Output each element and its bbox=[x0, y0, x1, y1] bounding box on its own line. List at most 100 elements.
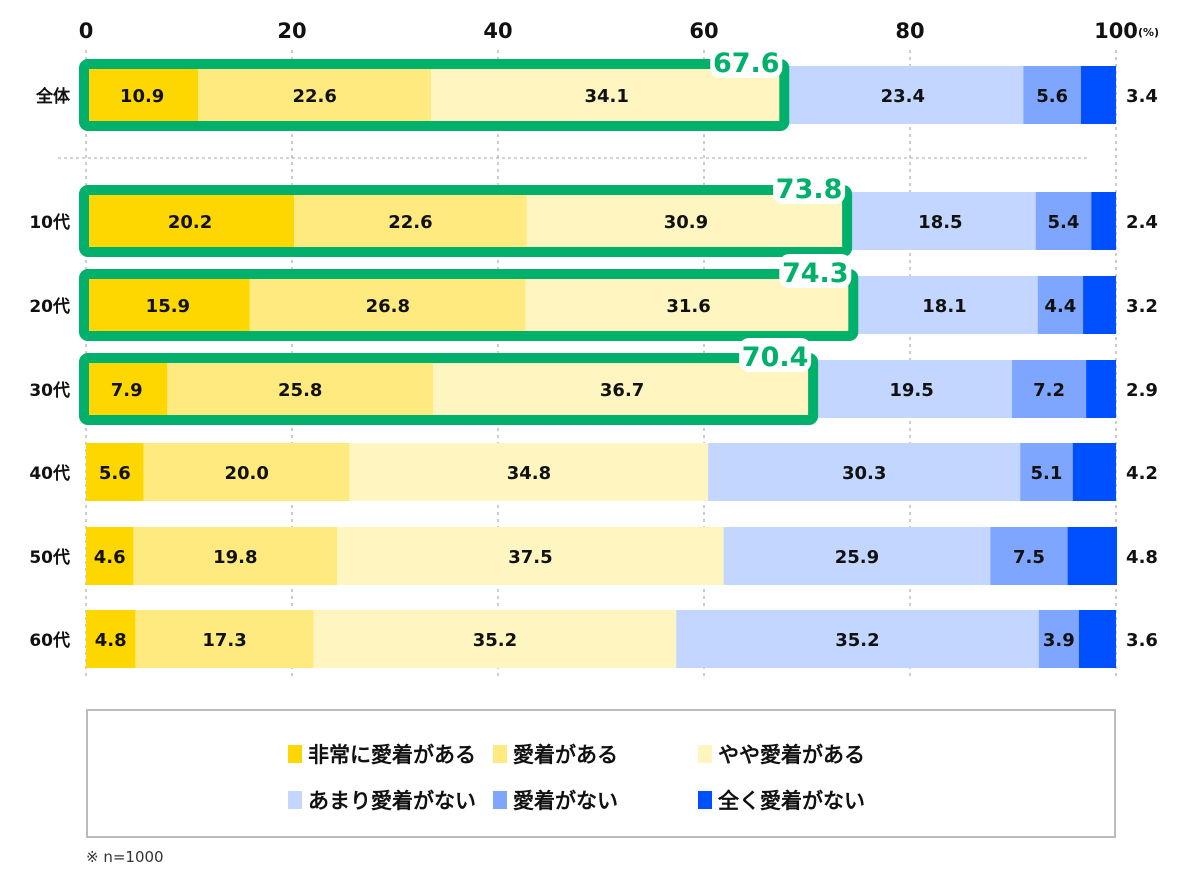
bar-segment bbox=[1091, 192, 1116, 250]
bar-segment bbox=[1023, 66, 1081, 124]
highlight-frame bbox=[79, 269, 859, 341]
data-label: 3.6 bbox=[1126, 630, 1158, 651]
data-label: 25.9 bbox=[835, 547, 879, 568]
data-label: 7.5 bbox=[1013, 547, 1045, 568]
bar-segment bbox=[133, 527, 338, 585]
bar-segment bbox=[294, 192, 527, 250]
bar-segment bbox=[167, 360, 434, 418]
bar-segment bbox=[86, 192, 295, 250]
data-label: 34.1 bbox=[584, 86, 628, 107]
data-label: 18.1 bbox=[922, 296, 966, 317]
data-label: 4.6 bbox=[94, 547, 126, 568]
category-label: 全体 bbox=[35, 86, 71, 107]
highlight-label-bg bbox=[710, 44, 783, 78]
category-label: 40代 bbox=[29, 463, 70, 484]
legend-item: 非常に愛着がある bbox=[288, 739, 493, 769]
data-label: 23.4 bbox=[881, 86, 925, 107]
bar-segment bbox=[723, 527, 991, 585]
bar-segment bbox=[135, 610, 314, 668]
data-label: 7.2 bbox=[1033, 380, 1065, 401]
data-label: 3.4 bbox=[1126, 86, 1158, 107]
highlight-frame bbox=[79, 59, 790, 131]
highlight-label-bg bbox=[773, 170, 846, 204]
legend-item: やや愛着がある bbox=[698, 739, 903, 769]
bar-segment bbox=[676, 610, 1039, 668]
bar-segment bbox=[845, 192, 1036, 250]
bar-segment bbox=[782, 66, 1024, 124]
data-label: 5.6 bbox=[1036, 86, 1068, 107]
stacked-bar-chart: 0 20 40 60 80 100 (%) 全体 10.9 22.6 34.1 23.4 5.6 3.4 6… bbox=[29, 19, 1159, 680]
bar-segment bbox=[811, 360, 1012, 418]
bar-segment bbox=[249, 276, 526, 334]
legend-row: 非常に愛着がある 愛着がある やや愛着がある bbox=[288, 739, 903, 769]
bar-segment bbox=[86, 527, 134, 585]
bar-segment bbox=[1011, 360, 1087, 418]
data-label: 30.3 bbox=[842, 463, 886, 484]
highlight-frame bbox=[79, 185, 853, 257]
legend-label: 愛着がある bbox=[513, 743, 618, 767]
data-label: 17.3 bbox=[202, 630, 246, 651]
legend-label: やや愛着がある bbox=[718, 743, 865, 767]
bar-segment bbox=[337, 527, 724, 585]
category-label: 10代 bbox=[29, 212, 70, 233]
data-label: 30.9 bbox=[664, 212, 708, 233]
data-label: 5.1 bbox=[1031, 463, 1063, 484]
x-tick-label: 60 bbox=[689, 19, 718, 43]
bar-segment bbox=[1038, 610, 1079, 668]
legend-label: 愛着がない bbox=[513, 789, 618, 813]
category-label: 60代 bbox=[29, 630, 70, 651]
bar-segment bbox=[86, 360, 168, 418]
data-label: 19.5 bbox=[889, 380, 933, 401]
bar-segment bbox=[86, 443, 144, 501]
data-label: 3.2 bbox=[1126, 296, 1158, 317]
legend-row: あまり愛着がない 愛着がない 全く愛着がない bbox=[288, 785, 903, 815]
bar-segment bbox=[851, 276, 1038, 334]
highlight-label-bg bbox=[779, 254, 852, 288]
bar-segment bbox=[143, 443, 350, 501]
bar-segment bbox=[313, 610, 677, 668]
legend-label: 非常に愛着がある bbox=[308, 743, 476, 767]
x-tick-label: 80 bbox=[895, 19, 924, 43]
data-label: 37.5 bbox=[508, 547, 552, 568]
data-label: 35.2 bbox=[473, 630, 517, 651]
legend-swatch bbox=[288, 745, 302, 763]
highlight-total-label: 70.4 bbox=[742, 342, 809, 373]
bar-segment bbox=[1078, 610, 1116, 668]
data-label: 4.2 bbox=[1126, 463, 1158, 484]
data-label: 26.8 bbox=[366, 296, 410, 317]
data-label: 34.8 bbox=[507, 463, 551, 484]
highlight-label-bg bbox=[739, 338, 812, 372]
data-label: 31.6 bbox=[666, 296, 710, 317]
data-label: 5.6 bbox=[99, 463, 131, 484]
data-label: 4.8 bbox=[95, 630, 127, 651]
legend: 非常に愛着がある 愛着がある やや愛着がある あまり愛着がない 愛着がない 全く愛着がな… bbox=[86, 709, 1116, 838]
x-tick-label: 40 bbox=[483, 19, 512, 43]
category-label: 50代 bbox=[29, 547, 70, 568]
legend-swatch bbox=[288, 791, 302, 809]
legend-swatch bbox=[698, 791, 712, 809]
legend-swatch bbox=[698, 745, 712, 763]
data-label: 15.9 bbox=[146, 296, 190, 317]
data-label: 22.6 bbox=[388, 212, 432, 233]
highlight-frame bbox=[79, 353, 819, 425]
bar-segment bbox=[1035, 192, 1092, 250]
data-label: 36.7 bbox=[600, 380, 644, 401]
bar-segment bbox=[349, 443, 709, 501]
bar-segment bbox=[86, 66, 199, 124]
legend-swatch bbox=[493, 791, 507, 809]
bar-segment bbox=[1083, 276, 1116, 334]
data-label: 19.8 bbox=[213, 547, 257, 568]
legend-label: あまり愛着がない bbox=[308, 789, 476, 813]
legend-item: あまり愛着がない bbox=[288, 785, 493, 815]
data-label: 35.2 bbox=[835, 630, 879, 651]
highlight-total-label: 73.8 bbox=[776, 174, 843, 205]
data-label: 2.9 bbox=[1126, 380, 1158, 401]
highlight-total-label: 74.3 bbox=[782, 258, 849, 289]
bar-segment bbox=[708, 443, 1021, 501]
bar-segment bbox=[1072, 443, 1116, 501]
bar-segment bbox=[1086, 360, 1116, 418]
category-label: 20代 bbox=[29, 296, 70, 317]
x-tick-label: 100 bbox=[1094, 19, 1138, 43]
bar-segment bbox=[1037, 276, 1084, 334]
